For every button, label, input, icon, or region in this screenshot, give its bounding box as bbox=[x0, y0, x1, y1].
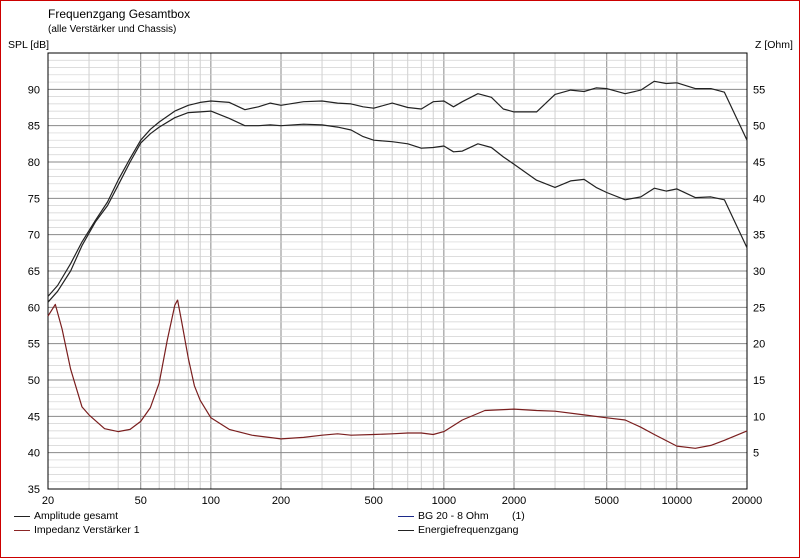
y-left-tick-label: 70 bbox=[28, 230, 40, 242]
legend-item-impedance: Impedanz Verstärker 1 bbox=[14, 524, 140, 536]
legend-swatch bbox=[398, 529, 414, 531]
plot-border bbox=[47, 52, 748, 490]
series-amplitude-gesamt bbox=[47, 80, 748, 297]
y-right-axis-label: Z [Ohm] bbox=[755, 39, 793, 51]
legend-swatch bbox=[14, 529, 30, 531]
y-left-tick-label: 35 bbox=[28, 484, 40, 496]
x-tick-label: 200 bbox=[272, 495, 290, 507]
y-right-tick-label: 5 bbox=[753, 448, 759, 460]
y-right-tick-label: 55 bbox=[753, 84, 765, 96]
x-tick-label: 100 bbox=[202, 495, 220, 507]
y-right-tick-label: 30 bbox=[753, 266, 765, 278]
y-right-tick-label: 45 bbox=[753, 157, 765, 169]
y-left-tick-label: 80 bbox=[28, 157, 40, 169]
chart-subtitle: (alle Verstärker und Chassis) bbox=[48, 24, 177, 35]
y-right-tick-label: 25 bbox=[753, 302, 765, 314]
y-left-tick-label: 40 bbox=[28, 448, 40, 460]
legend-label: Energiefrequenzgang bbox=[418, 524, 519, 536]
legend-swatch bbox=[14, 515, 30, 517]
legend-label: BG 20 - 8 Ohm (1) bbox=[418, 510, 525, 522]
y-right-tick-label: 10 bbox=[753, 411, 765, 423]
y-right-tick-label: 40 bbox=[753, 193, 765, 205]
legend-swatch bbox=[398, 515, 414, 517]
legend-item-amplitude: Amplitude gesamt bbox=[14, 510, 118, 522]
x-tick-label: 2000 bbox=[502, 495, 526, 507]
y-left-tick-label: 75 bbox=[28, 193, 40, 205]
y-left-tick-label: 60 bbox=[28, 302, 40, 314]
y-left-axis-label: SPL [dB] bbox=[8, 39, 50, 51]
x-tick-label: 1000 bbox=[432, 495, 456, 507]
legend-item-energy: Energiefrequenzgang bbox=[398, 524, 518, 536]
y-left-tick-label: 55 bbox=[28, 339, 40, 351]
x-tick-label: 50 bbox=[135, 495, 147, 507]
y-left-tick-label: 65 bbox=[28, 266, 40, 278]
x-tick-label: 500 bbox=[365, 495, 383, 507]
series-impedanz bbox=[47, 299, 748, 449]
chart-title: Frequenzgang Gesamtbox bbox=[48, 7, 191, 21]
legend-label: Amplitude gesamt bbox=[34, 510, 119, 522]
y-left-tick-label: 50 bbox=[28, 375, 40, 387]
series-energiefrequenzgang bbox=[47, 110, 748, 303]
y-right-tick-label: 15 bbox=[753, 375, 765, 387]
y-right-tick-label: 20 bbox=[753, 339, 765, 351]
y-left-tick-label: 85 bbox=[28, 121, 40, 133]
y-left-tick-label: 45 bbox=[28, 411, 40, 423]
legend-item-bg20: BG 20 - 8 Ohm (1) bbox=[398, 510, 525, 522]
y-left-tick-label: 90 bbox=[28, 84, 40, 96]
legend-label: Impedanz Verstärker 1 bbox=[34, 524, 140, 536]
x-tick-label: 10000 bbox=[662, 495, 693, 507]
y-right-tick-label: 50 bbox=[753, 121, 765, 133]
y-right-tick-label: 35 bbox=[753, 230, 765, 242]
x-tick-label: 20 bbox=[42, 495, 54, 507]
x-tick-label: 20000 bbox=[732, 495, 763, 507]
x-tick-label: 5000 bbox=[594, 495, 618, 507]
